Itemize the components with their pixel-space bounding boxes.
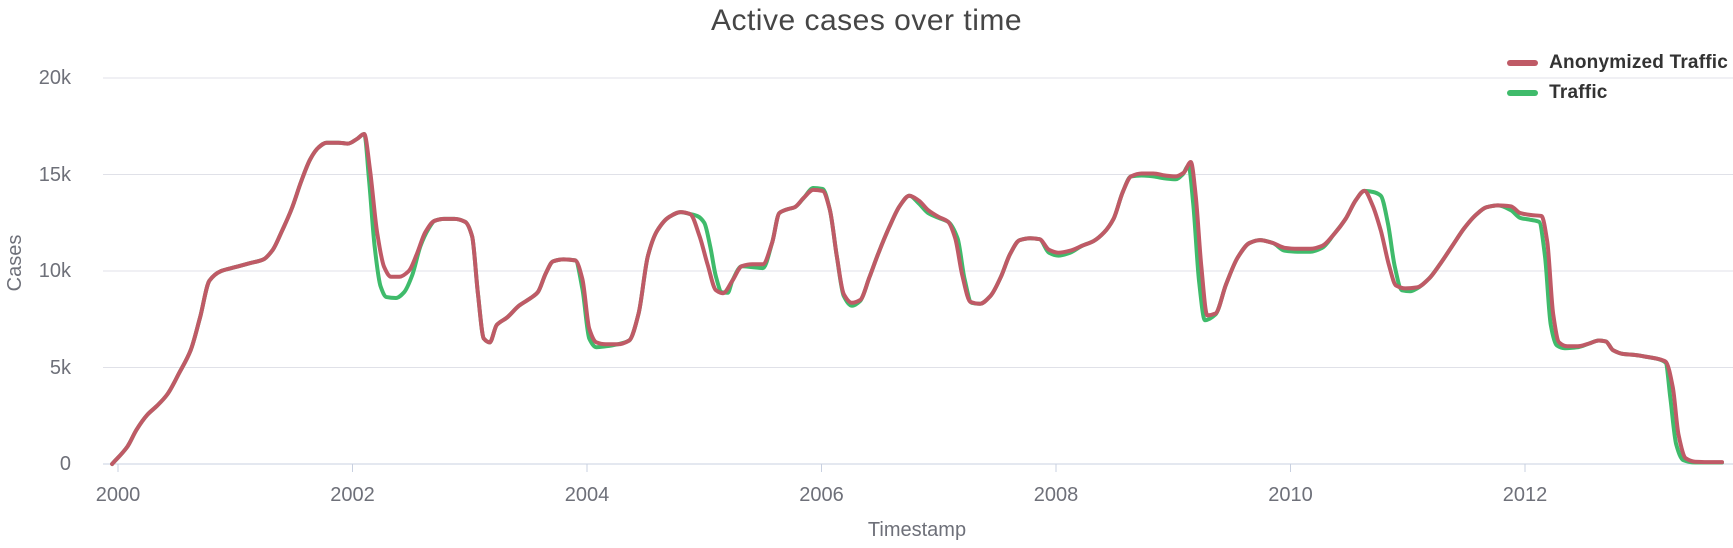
series-line-traffic: [110, 132, 1724, 466]
legend-label: Traffic: [1549, 82, 1608, 103]
x-tick-label: 2006: [799, 484, 844, 506]
x-tick-label: 2012: [1502, 484, 1548, 506]
x-axis-title: Timestamp: [867, 519, 967, 541]
legend-line-swatch-red: [1507, 60, 1539, 66]
legend-line-swatch-green: [1507, 90, 1539, 96]
y-tick-label: 0: [59, 453, 71, 475]
series-line-anonymized-traffic: [110, 132, 1724, 466]
chart-title: Active cases over time: [710, 4, 1023, 37]
legend: Anonymized Traffic Traffic: [1507, 52, 1728, 104]
x-tick-label: 2000: [95, 484, 141, 506]
y-tick-label: 20k: [38, 67, 71, 89]
x-tick-label: 2010: [1268, 484, 1313, 506]
y-tick-label: 5k: [49, 356, 71, 379]
y-tick-label: 15k: [38, 163, 71, 186]
legend-label: Anonymized Traffic: [1549, 52, 1728, 73]
y-tick-label: 10k: [38, 260, 71, 282]
x-tick-label: 2002: [330, 484, 375, 506]
x-tick-label: 2004: [564, 484, 610, 506]
legend-item-traffic[interactable]: Traffic: [1507, 82, 1607, 104]
legend-item-anonymized-traffic[interactable]: Anonymized Traffic: [1507, 52, 1728, 74]
x-tick-label: 2008: [1033, 484, 1079, 506]
